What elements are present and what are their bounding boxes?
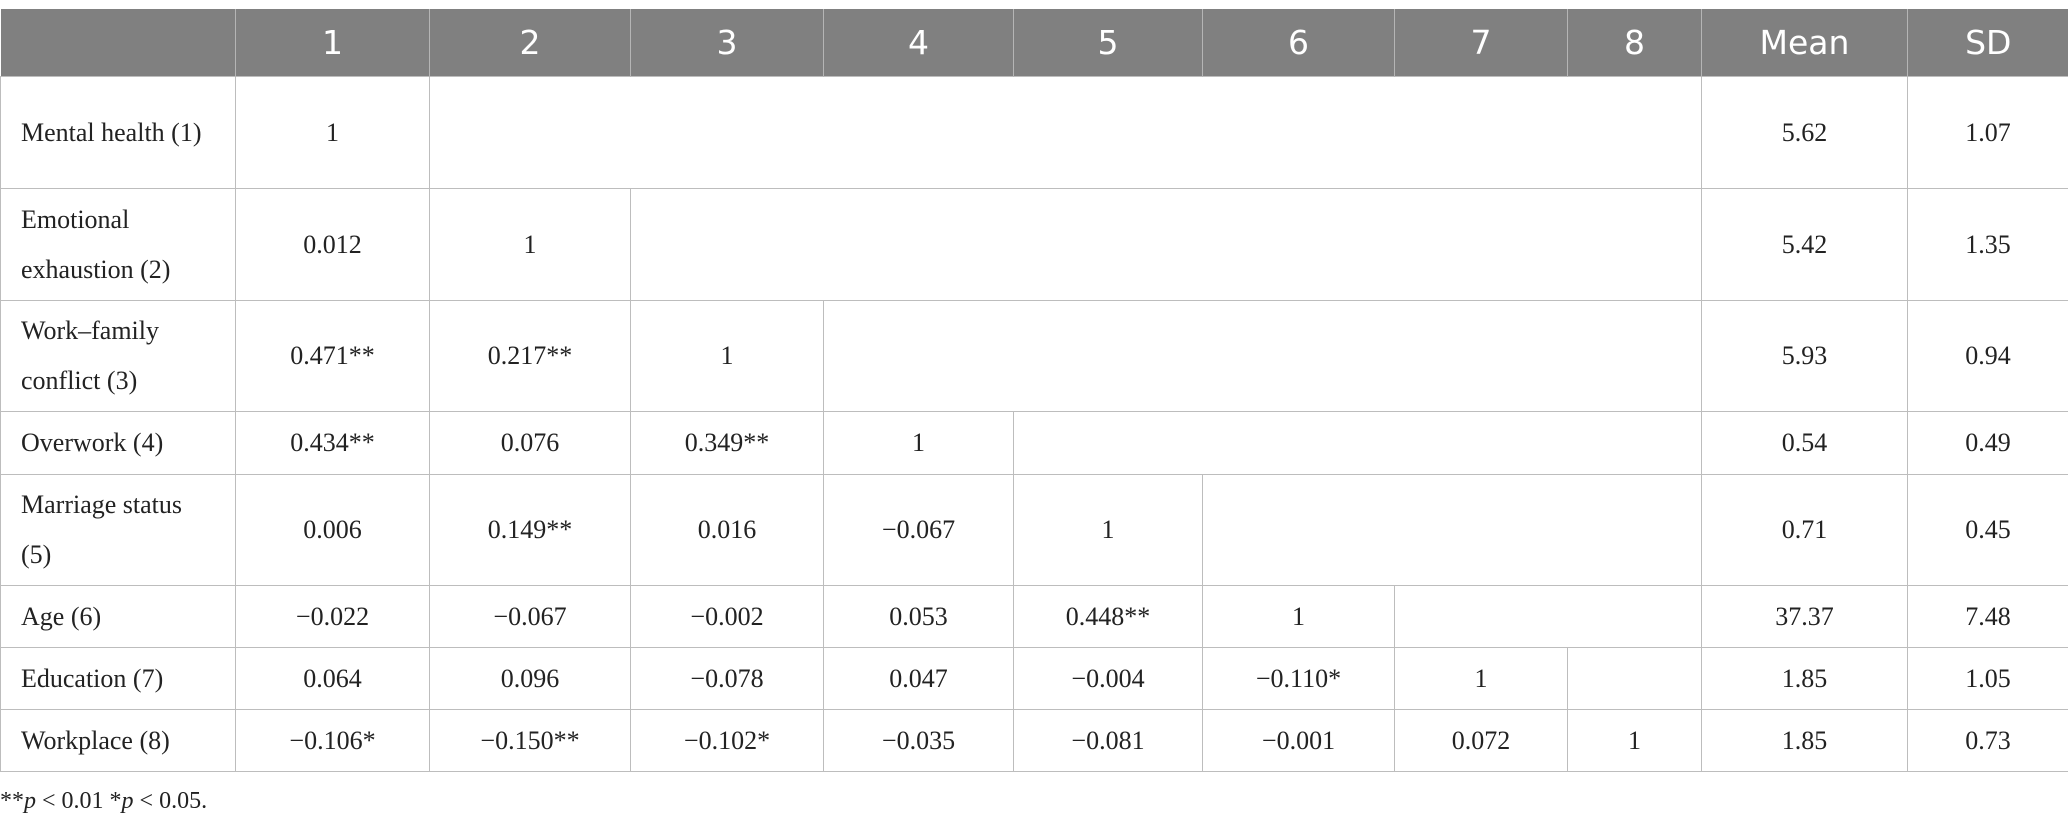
row-label: Overwork (4) — [0, 411, 236, 475]
correlation-cell: −0.035 — [823, 709, 1014, 772]
mean-cell: 5.62 — [1701, 76, 1908, 189]
blank-cell — [1202, 474, 1702, 586]
footnote: **p < 0.01 *p < 0.05. — [0, 788, 207, 815]
correlation-cell: −0.067 — [429, 585, 631, 648]
correlation-cell: 0.448** — [1013, 585, 1203, 648]
sd-cell: 1.07 — [1907, 76, 2068, 189]
correlation-cell: 0.349** — [630, 411, 824, 475]
table-row: Emotional exhaustion (2) 0.012 1 5.42 1.35 — [0, 188, 2068, 301]
header-cell: 7 — [1394, 9, 1568, 77]
mean-cell: 0.54 — [1701, 411, 1908, 475]
table-row: Age (6) −0.022 −0.067 −0.002 0.053 0.448** 1 37… — [0, 585, 2068, 648]
correlation-cell: −0.078 — [630, 647, 824, 710]
table-row: Work–family conflict (3) 0.471** 0.217** 1 5… — [0, 300, 2068, 412]
sd-cell: 7.48 — [1907, 585, 2068, 648]
blank-cell — [630, 188, 1702, 301]
correlation-cell: −0.002 — [630, 585, 824, 648]
correlation-cell: 1 — [1394, 647, 1568, 710]
correlation-cell: 1 — [429, 188, 631, 301]
correlation-cell: −0.081 — [1013, 709, 1203, 772]
correlation-cell: 0.217** — [429, 300, 631, 412]
correlation-cell: 0.016 — [630, 474, 824, 586]
table-row: Overwork (4) 0.434** 0.076 0.349** 1 0.54 0.49 — [0, 411, 2068, 475]
table-row: Workplace (8) −0.106* −0.150** −0.102* −0.03… — [0, 709, 2068, 772]
footnote-part: ** — [0, 788, 24, 814]
row-label: Education (7) — [0, 647, 236, 710]
blank-cell — [1567, 647, 1702, 710]
corner-cell — [0, 9, 236, 77]
sd-cell: 0.45 — [1907, 474, 2068, 586]
row-label: Workplace (8) — [0, 709, 236, 772]
sd-cell: 1.05 — [1907, 647, 2068, 710]
correlation-cell: 0.471** — [235, 300, 430, 412]
correlation-cell: −0.022 — [235, 585, 430, 648]
correlation-cell: −0.150** — [429, 709, 631, 772]
header-cell: SD — [1907, 9, 2068, 77]
table-row: Mental health (1) 1 5.62 1.07 — [0, 76, 2068, 189]
header-cell: 1 — [235, 9, 430, 77]
correlation-cell: 1 — [1013, 474, 1203, 586]
footnote-part: < 0.05. — [133, 788, 208, 814]
correlation-cell: 0.096 — [429, 647, 631, 710]
correlation-cell: −0.106* — [235, 709, 430, 772]
footnote-part: p — [121, 788, 134, 814]
correlation-cell: −0.004 — [1013, 647, 1203, 710]
correlation-table: 1 2 3 4 5 6 7 8 Mean SD Mental health (1) 1 5.62 1.0… — [0, 9, 2068, 772]
row-label: Work–family conflict (3) — [0, 300, 236, 412]
mean-cell: 1.85 — [1701, 647, 1908, 710]
correlation-cell: 0.076 — [429, 411, 631, 475]
mean-cell: 5.42 — [1701, 188, 1908, 301]
footnote-part: p — [24, 788, 36, 814]
blank-cell — [1394, 585, 1702, 648]
row-label: Marriage status (5) — [0, 474, 236, 586]
correlation-cell: 0.434** — [235, 411, 430, 475]
mean-cell: 0.71 — [1701, 474, 1908, 586]
footnote-part: < 0.01 * — [36, 788, 122, 814]
sd-cell: 1.35 — [1907, 188, 2068, 301]
correlation-cell: 1 — [1202, 585, 1395, 648]
mean-cell: 5.93 — [1701, 300, 1908, 412]
header-cell: 6 — [1202, 9, 1395, 77]
correlation-cell: 0.006 — [235, 474, 430, 586]
row-label: Emotional exhaustion (2) — [0, 188, 236, 301]
correlation-cell: −0.102* — [630, 709, 824, 772]
mean-cell: 1.85 — [1701, 709, 1908, 772]
correlation-cell: 0.053 — [823, 585, 1014, 648]
header-cell: 3 — [630, 9, 824, 77]
header-cell: 2 — [429, 9, 631, 77]
header-cell: Mean — [1701, 9, 1908, 77]
table-header: 1 2 3 4 5 6 7 8 Mean SD — [0, 9, 2068, 77]
correlation-cell: 1 — [630, 300, 824, 412]
header-cell: 4 — [823, 9, 1014, 77]
correlation-cell: −0.001 — [1202, 709, 1395, 772]
mean-cell: 37.37 — [1701, 585, 1908, 648]
correlation-cell: −0.067 — [823, 474, 1014, 586]
table-body: Mental health (1) 1 5.62 1.07 Emotional exha… — [0, 76, 2068, 772]
correlation-cell: 1 — [235, 76, 430, 189]
sd-cell: 0.49 — [1907, 411, 2068, 475]
header-row: 1 2 3 4 5 6 7 8 Mean SD — [0, 9, 2068, 77]
correlation-cell: 0.149** — [429, 474, 631, 586]
table-row: Education (7) 0.064 0.096 −0.078 0.047 −0.004… — [0, 647, 2068, 710]
row-label: Mental health (1) — [0, 76, 236, 189]
correlation-cell: 0.047 — [823, 647, 1014, 710]
header-cell: 5 — [1013, 9, 1203, 77]
blank-cell — [1013, 411, 1702, 475]
correlation-cell: 1 — [1567, 709, 1702, 772]
sd-cell: 0.73 — [1907, 709, 2068, 772]
correlation-cell: −0.110* — [1202, 647, 1395, 710]
row-label: Age (6) — [0, 585, 236, 648]
correlation-cell: 1 — [823, 411, 1014, 475]
correlation-cell: 0.012 — [235, 188, 430, 301]
header-cell: 8 — [1567, 9, 1702, 77]
correlation-cell: 0.072 — [1394, 709, 1568, 772]
blank-cell — [823, 300, 1702, 412]
correlation-cell: 0.064 — [235, 647, 430, 710]
table-row: Marriage status (5) 0.006 0.149** 0.016 −0.0… — [0, 474, 2068, 586]
blank-cell — [429, 76, 1702, 189]
sd-cell: 0.94 — [1907, 300, 2068, 412]
